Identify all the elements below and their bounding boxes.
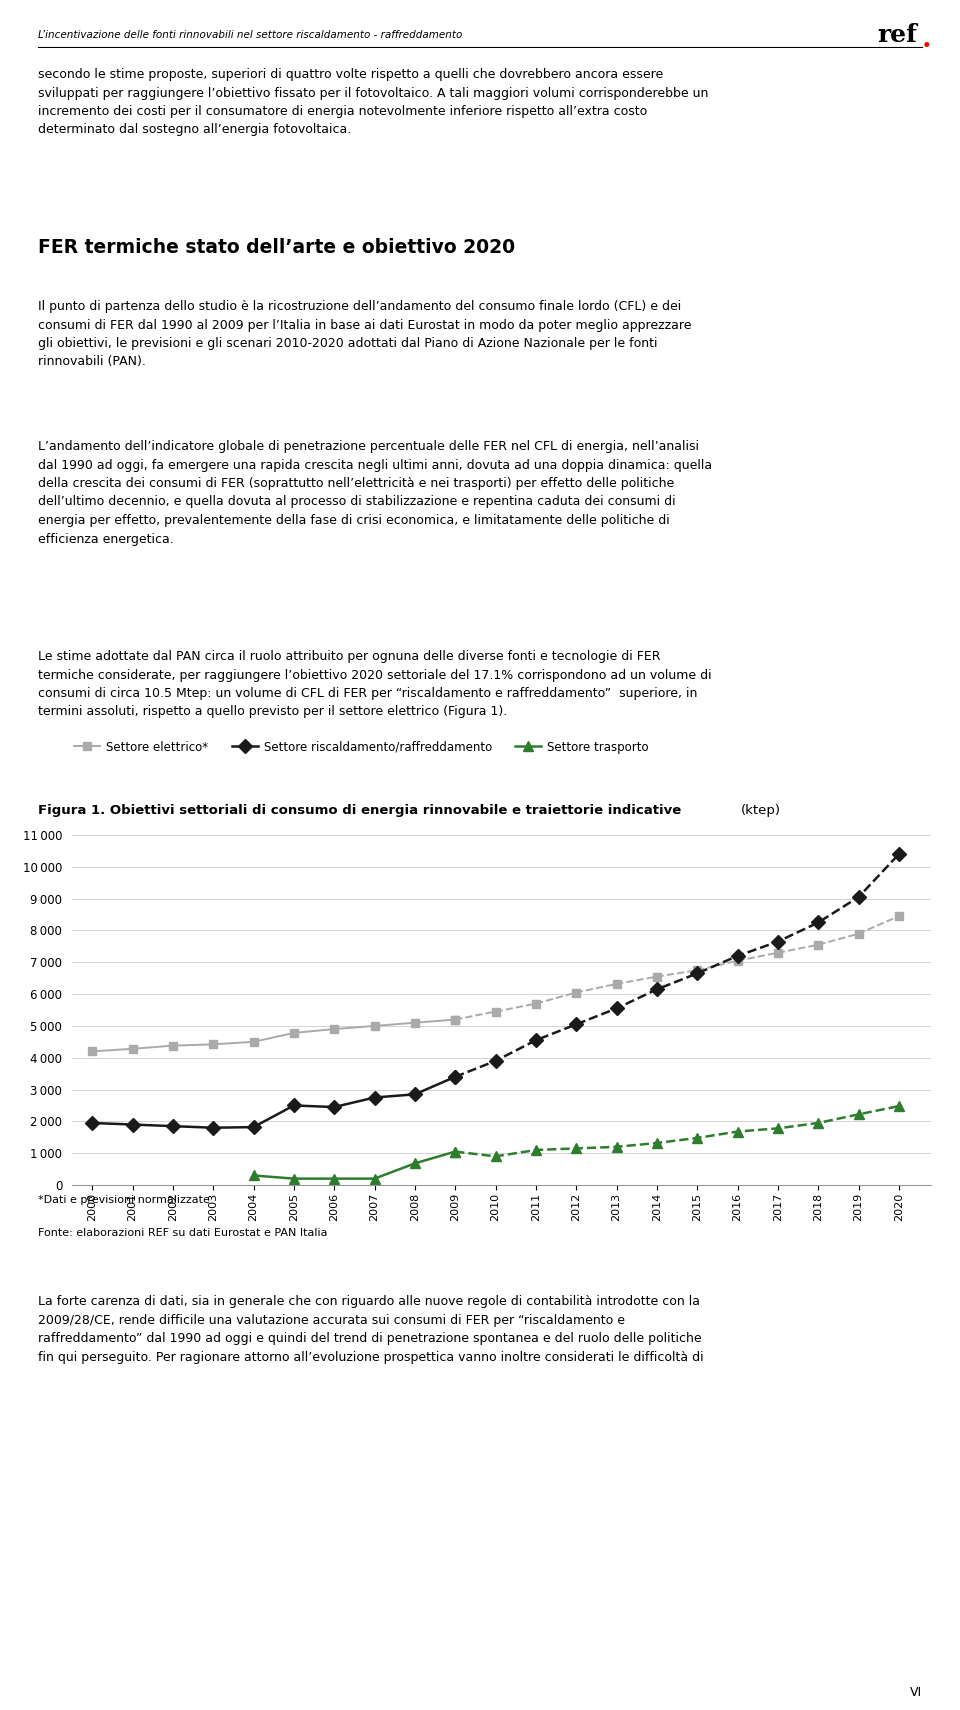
Text: L’incentivazione delle fonti rinnovabili nel settore riscaldamento - raffreddame: L’incentivazione delle fonti rinnovabili… <box>38 31 463 41</box>
Text: ref: ref <box>876 24 917 48</box>
Text: L’andamento dell’indicatore globale di penetrazione percentuale delle FER nel CF: L’andamento dell’indicatore globale di p… <box>38 439 712 545</box>
Text: VI: VI <box>909 1686 922 1700</box>
Text: Fonte: elaborazioni REF su dati Eurostat e PAN Italia: Fonte: elaborazioni REF su dati Eurostat… <box>38 1228 328 1238</box>
Text: secondo le stime proposte, superiori di quattro volte rispetto a quelli che dovr: secondo le stime proposte, superiori di … <box>38 68 708 137</box>
Text: Figura 1. Obiettivi settoriali di consumo di energia rinnovabile e traiettorie i: Figura 1. Obiettivi settoriali di consum… <box>38 804 686 816</box>
Text: Le stime adottate dal PAN circa il ruolo attribuito per ognuna delle diverse fon: Le stime adottate dal PAN circa il ruolo… <box>38 650 712 718</box>
Text: .: . <box>922 26 931 53</box>
Text: *Dati e previsioni normalizzate: *Dati e previsioni normalizzate <box>38 1195 210 1206</box>
Text: FER termiche stato dell’arte e obiettivo 2020: FER termiche stato dell’arte e obiettivo… <box>38 238 516 256</box>
Legend: Settore elettrico*, Settore riscaldamento/raffreddamento, Settore trasporto: Settore elettrico*, Settore riscaldament… <box>69 735 654 758</box>
Text: Il punto di partenza dello studio è la ricostruzione dell’andamento del consumo : Il punto di partenza dello studio è la r… <box>38 299 692 368</box>
Text: (ktep): (ktep) <box>740 804 780 816</box>
Text: La forte carenza di dati, sia in generale che con riguardo alle nuove regole di : La forte carenza di dati, sia in general… <box>38 1294 704 1363</box>
